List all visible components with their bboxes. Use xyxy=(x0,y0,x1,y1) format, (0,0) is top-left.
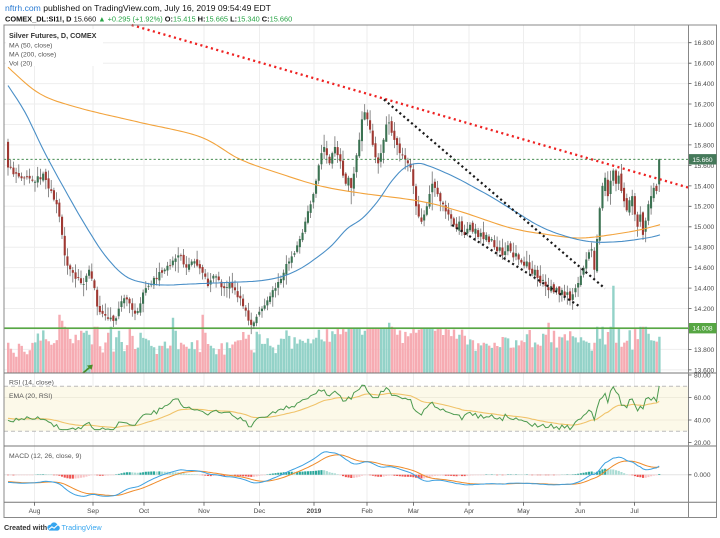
svg-text:15.800: 15.800 xyxy=(694,142,715,149)
svg-text:Sep: Sep xyxy=(87,508,99,515)
svg-text:80.00: 80.00 xyxy=(694,372,711,379)
svg-text:Created with: Created with xyxy=(4,523,47,532)
svg-text:nftrh.com published on Trading: nftrh.com published on TradingView.com, … xyxy=(5,3,272,13)
svg-text:May: May xyxy=(517,508,530,515)
svg-text:RSI (14, close): RSI (14, close) xyxy=(9,380,54,387)
svg-text:MA (50, close): MA (50, close) xyxy=(9,43,52,50)
svg-text:Dec: Dec xyxy=(254,508,266,515)
svg-text:MACD (12, 26, close, 9): MACD (12, 26, close, 9) xyxy=(9,453,82,460)
svg-text:COMEX_DL:SI1!, D 15.660 ▲ +0.2: COMEX_DL:SI1!, D 15.660 ▲ +0.295 (+1.92%… xyxy=(5,15,292,24)
svg-text:16.600: 16.600 xyxy=(694,61,715,68)
svg-text:Jun: Jun xyxy=(575,508,586,515)
svg-text:60.00: 60.00 xyxy=(694,395,711,402)
svg-text:2019: 2019 xyxy=(307,508,322,515)
svg-text:Silver Futures, D, COMEX: Silver Futures, D, COMEX xyxy=(9,31,97,40)
svg-text:16.000: 16.000 xyxy=(694,122,715,129)
svg-text:MA (200, close): MA (200, close) xyxy=(9,52,56,59)
svg-text:0.000: 0.000 xyxy=(694,472,711,479)
svg-text:20.00: 20.00 xyxy=(694,440,711,447)
svg-text:Nov: Nov xyxy=(198,508,210,515)
svg-text:Feb: Feb xyxy=(361,508,373,515)
svg-text:16.400: 16.400 xyxy=(694,81,715,88)
svg-text:14.200: 14.200 xyxy=(694,306,715,313)
svg-text:TradingView: TradingView xyxy=(62,523,103,532)
svg-text:15.660: 15.660 xyxy=(692,157,713,164)
svg-text:Mar: Mar xyxy=(408,508,420,515)
svg-text:Apr: Apr xyxy=(464,508,475,515)
svg-text:15.600: 15.600 xyxy=(694,163,715,170)
svg-text:EMA (20, RSI): EMA (20, RSI) xyxy=(9,393,52,400)
svg-text:Aug: Aug xyxy=(29,508,41,515)
svg-text:14.600: 14.600 xyxy=(694,265,715,272)
svg-text:Oct: Oct xyxy=(139,508,149,515)
svg-text:Vol (20): Vol (20) xyxy=(9,61,32,68)
svg-text:40.00: 40.00 xyxy=(694,417,711,424)
svg-text:14.800: 14.800 xyxy=(694,245,715,252)
svg-text:13.800: 13.800 xyxy=(694,347,715,354)
svg-text:14.400: 14.400 xyxy=(694,286,715,293)
svg-text:15.200: 15.200 xyxy=(694,204,715,211)
svg-text:15.000: 15.000 xyxy=(694,224,715,231)
svg-text:13.600: 13.600 xyxy=(694,367,715,374)
svg-text:14.008: 14.008 xyxy=(692,326,713,333)
svg-text:16.200: 16.200 xyxy=(694,102,715,109)
svg-text:15.400: 15.400 xyxy=(694,183,715,190)
svg-text:Jul: Jul xyxy=(630,508,639,515)
svg-text:16.800: 16.800 xyxy=(694,40,715,47)
